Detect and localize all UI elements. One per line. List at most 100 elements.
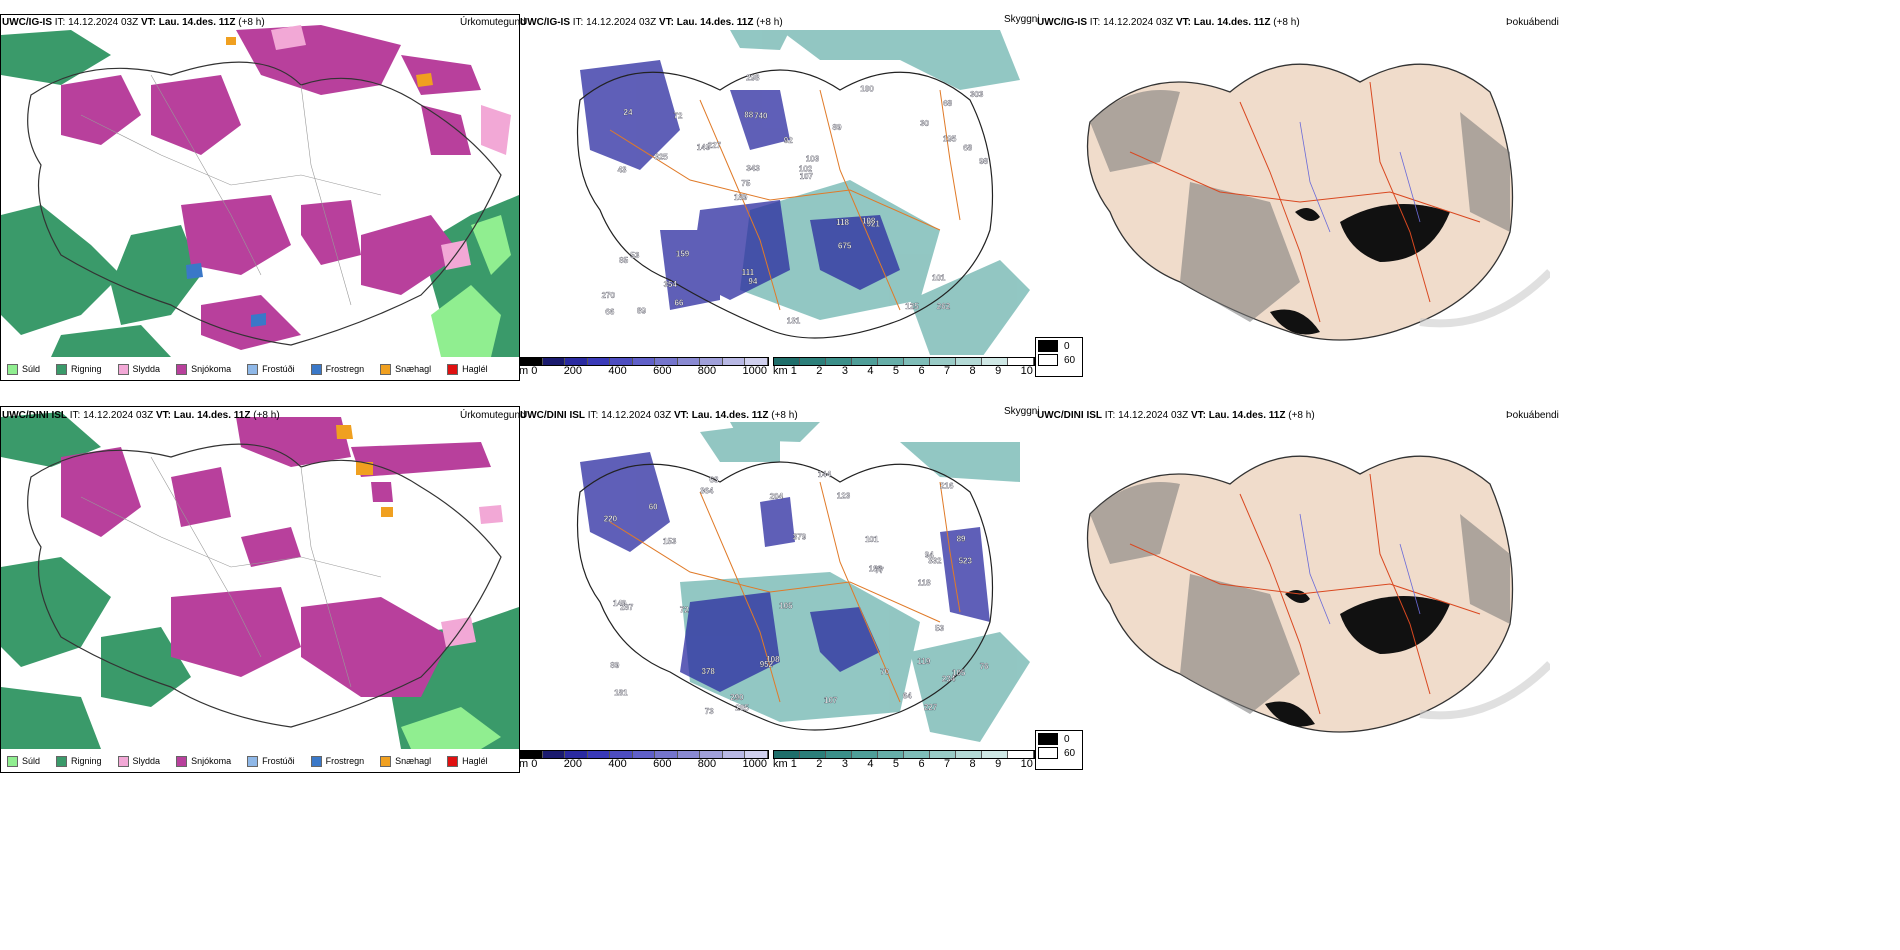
cloud-base-label: 740: [754, 111, 768, 120]
panel-title-precip-top: Úrkomutegund: [460, 17, 526, 28]
legend-label: Súld: [22, 756, 41, 766]
legend-swatch: [117, 363, 129, 375]
cloud-base-label: 188: [869, 565, 883, 574]
cloud-base-label: 68: [963, 144, 972, 153]
legend-label: Súld: [22, 364, 41, 374]
fog-key-label: 60: [1064, 747, 1076, 759]
cloud-base-label: 108: [766, 655, 780, 664]
cloud-base-label: 118: [918, 579, 931, 588]
precip-legend-item: Frostregn: [305, 755, 364, 767]
legend-swatch: [117, 755, 129, 767]
colorbar-tick: 200: [563, 758, 583, 770]
cloud-base-label: 108: [862, 217, 876, 226]
cloud-base-ticks-bottom: m 0 200 400 600 800 1000: [519, 758, 767, 770]
colorbar-segment: [982, 358, 1008, 365]
legend-swatch: [176, 363, 188, 375]
legend-label: Frostúði: [262, 364, 295, 374]
colorbar-segment: [930, 358, 956, 365]
cloud-base-label: 88: [744, 111, 753, 120]
colorbar-tick: 4: [867, 758, 874, 770]
cloud-base-label: 921: [867, 220, 881, 229]
colorbar-segment: [677, 358, 701, 365]
colorbar-tick: 7: [944, 365, 951, 377]
cloud-base-colorbar-top: [519, 357, 769, 366]
cloud-base-label: 952: [760, 660, 774, 669]
colorbar-tick: 800: [697, 365, 717, 377]
precip-legend-item: Súld: [1, 363, 41, 375]
cloud-base-label: 72: [674, 112, 683, 121]
colorbar-segment: [852, 751, 878, 758]
colorbar-segment: [1008, 751, 1034, 758]
header-top-precip: UWC/IG-IS IT: 14.12.2024 03Z VT: Lau. 14…: [2, 17, 265, 28]
colorbar-segment: [520, 358, 543, 365]
colorbar-segment: [632, 751, 656, 758]
header-top-fog: UWC/IG-IS IT: 14.12.2024 03Z VT: Lau. 14…: [1037, 17, 1300, 28]
fog-key-label: 0: [1064, 340, 1070, 352]
precip-legend-item: Slydda: [112, 363, 160, 375]
colorbar-segment: [677, 751, 701, 758]
colorbar-tick: 5: [892, 758, 900, 770]
legend-label: Haglél: [462, 364, 488, 374]
colorbar-segment: [587, 751, 611, 758]
legend-label: Snæhagl: [395, 364, 432, 374]
precip-panel-bottom: Súld Rigning Slydda Snjókoma Frostúði Frostre…: [0, 406, 520, 773]
colorbar-segment: [745, 751, 769, 758]
precip-legend-item: Snjókoma: [170, 755, 232, 767]
colorbar-tick: 1000: [742, 365, 767, 377]
colorbar-unit: m 0: [519, 758, 538, 770]
colorbar-tick: 9: [995, 758, 1002, 770]
colorbar-segment: [930, 751, 956, 758]
colorbar-tick: 8: [969, 758, 976, 770]
legend-label: Snjókoma: [191, 756, 232, 766]
cloud-base-label: 298: [746, 73, 760, 82]
visibility-ticks-top: km 1 2 3 4 5 6 7 8 9 10: [773, 365, 1033, 377]
precip-legend-item: Súld: [1, 755, 41, 767]
cloud-base-label: 66: [605, 308, 614, 317]
cloud-base-label: 379: [793, 533, 807, 542]
cloud-base-label: 92: [784, 136, 793, 145]
cloud-base-label: 354: [664, 280, 678, 289]
cloud-base-label: 77: [875, 566, 884, 575]
colorbar-segment: [587, 358, 611, 365]
cloud-base-label: 75: [741, 179, 750, 188]
cloud-base-label: 131: [787, 316, 801, 325]
cloud-base-label: 64: [903, 692, 912, 701]
cloud-base-label: 101: [865, 535, 879, 544]
cloud-base-label: 118: [836, 218, 849, 227]
colorbar-tick: 10: [1020, 758, 1033, 770]
colorbar-segment: [542, 751, 566, 758]
cloud-base-label: 290: [730, 693, 744, 702]
cloud-base-label: 149: [697, 143, 711, 152]
fog-key-row: 0: [1038, 340, 1080, 352]
cloud-base-label: 76: [980, 662, 989, 671]
precip-legend-item: Frostúði: [241, 363, 295, 375]
legend-label: Slydda: [132, 756, 161, 766]
cloud-base-label: 364: [700, 487, 714, 496]
colorbar-tick: 6: [918, 758, 925, 770]
cloud-base-label: 53: [935, 624, 944, 633]
panel-title-precip-bottom: Úrkomutegund: [460, 410, 526, 421]
colorbar-unit: m 0: [519, 365, 538, 377]
cloud-base-label: 89: [637, 306, 646, 315]
colorbar-segment: [520, 751, 543, 758]
colorbar-segment: [982, 751, 1008, 758]
fog-key-bottom: 0 60: [1035, 730, 1083, 770]
legend-swatch: [310, 363, 322, 375]
fog-key-row: 0: [1038, 733, 1080, 745]
cloud-base-label: 270: [602, 291, 616, 300]
colorbar-segment: [610, 751, 633, 758]
colorbar-tick: 800: [697, 758, 717, 770]
cloud-base-label: 220: [604, 515, 618, 524]
fog-key-row: 60: [1038, 354, 1080, 366]
legend-label: Rigning: [71, 364, 102, 374]
panel-title-cloud-top: Skyggni: [1004, 14, 1040, 25]
cloud-base-label: 105: [779, 601, 793, 610]
cloud-base-label: 30: [920, 119, 929, 128]
colorbar-tick: 5: [892, 365, 900, 377]
legend-swatch: [247, 363, 259, 375]
colorbar-segment: [956, 358, 982, 365]
legend-label: Rigning: [71, 756, 102, 766]
cloud-base-label: 43: [618, 166, 627, 175]
colorbar-segment: [632, 358, 656, 365]
legend-label: Snæhagl: [395, 756, 432, 766]
